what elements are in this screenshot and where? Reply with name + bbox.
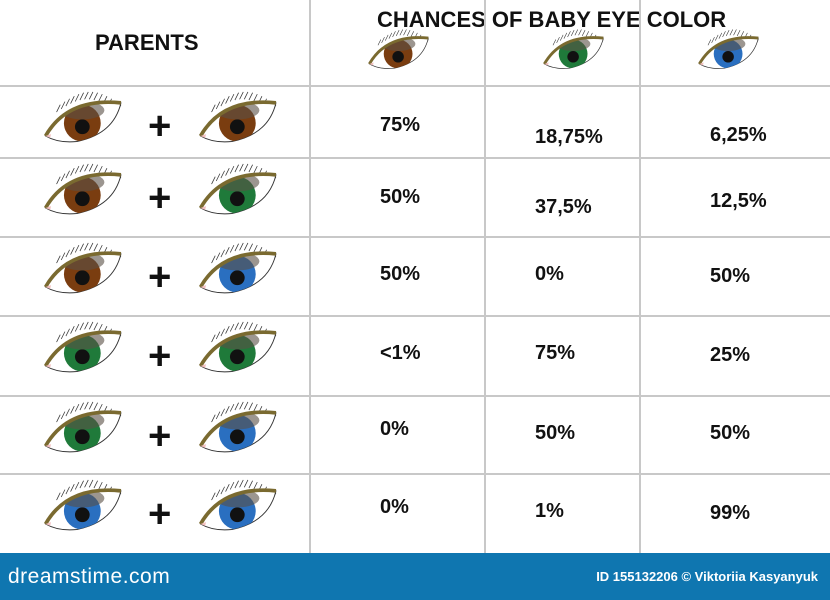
row-divider	[0, 236, 830, 238]
probability-blue: 99%	[710, 502, 751, 524]
eye-color-table: PARENTS CHANCES OF BABY EYE COLOR +75% 18…	[0, 0, 830, 553]
parent-eye-green	[198, 163, 277, 215]
child-eye-blue	[698, 29, 759, 69]
footer: dreamstime.com ID 155132206 © Viktoriia …	[0, 553, 830, 600]
probability-blue: 50%	[710, 265, 751, 287]
probability-brown: 0%	[380, 418, 409, 440]
plus-sign: +	[148, 414, 172, 458]
parent-eye-green	[43, 401, 122, 453]
probability-blue: 12,5%	[710, 190, 767, 212]
parent-eye-green	[198, 321, 277, 373]
parent-eye-blue	[198, 479, 277, 531]
parent-eye-brown	[43, 163, 122, 215]
probability-green: 37,5%	[535, 196, 592, 218]
child-eye-green	[543, 29, 604, 69]
row-divider	[0, 473, 830, 475]
row-divider	[0, 315, 830, 317]
column-divider	[639, 0, 641, 553]
parent-eye-brown	[43, 91, 122, 143]
image-credit: ID 155132206 © Viktoriia Kasyanyuk	[596, 569, 818, 584]
row-divider	[0, 85, 830, 87]
probability-blue: 6,25%	[710, 124, 767, 146]
probability-green: 1%	[535, 500, 564, 522]
probability-brown: 75%	[380, 114, 421, 136]
probability-blue: 25%	[710, 344, 751, 366]
column-divider	[484, 0, 486, 553]
plus-sign: +	[148, 492, 172, 536]
parent-eye-blue	[198, 242, 277, 294]
parent-eye-blue	[43, 479, 122, 531]
row-divider	[0, 157, 830, 159]
plus-sign: +	[148, 334, 172, 378]
probability-green: 50%	[535, 422, 576, 444]
probability-green: 0%	[535, 263, 564, 285]
child-eye-brown	[368, 29, 429, 69]
chances-header: CHANCES OF BABY EYE COLOR	[377, 7, 727, 32]
probability-blue: 50%	[710, 422, 751, 444]
probability-brown: 0%	[380, 496, 409, 518]
column-divider	[309, 0, 311, 553]
dreamstime-logo: dreamstime.com	[8, 565, 171, 588]
plus-sign: +	[148, 104, 172, 148]
row-divider	[0, 395, 830, 397]
probability-green: 18,75%	[535, 126, 603, 148]
parents-header: PARENTS	[95, 30, 199, 55]
parent-eye-brown	[43, 242, 122, 294]
probability-brown: 50%	[380, 263, 421, 285]
plus-sign: +	[148, 176, 172, 220]
parent-eye-green	[43, 321, 122, 373]
probability-green: 75%	[535, 342, 576, 364]
parent-eye-blue	[198, 401, 277, 453]
parent-eye-brown	[198, 91, 277, 143]
probability-brown: <1%	[380, 342, 421, 364]
probability-brown: 50%	[380, 186, 421, 208]
plus-sign: +	[148, 255, 172, 299]
